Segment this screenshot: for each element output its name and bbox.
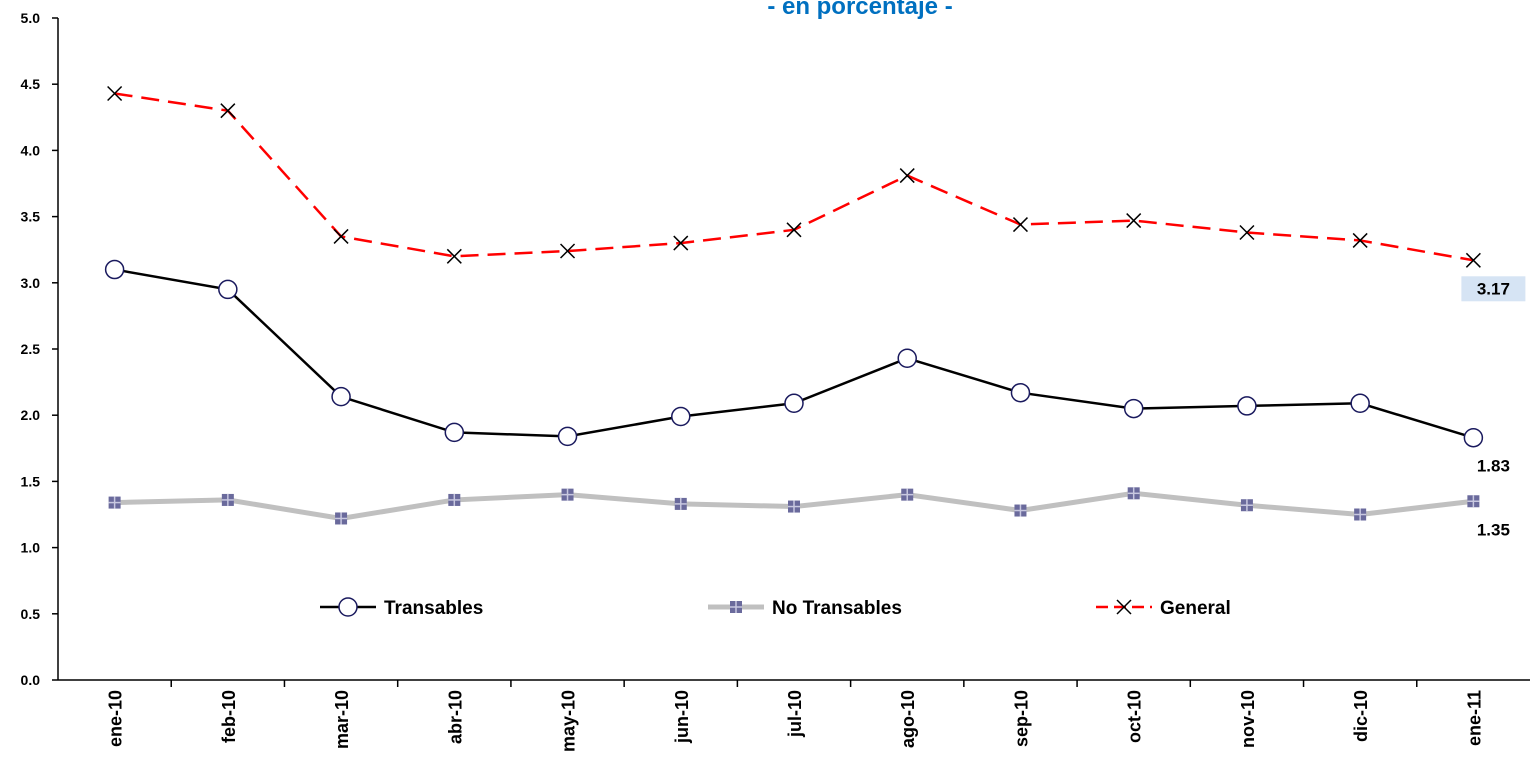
point-marker [335,512,348,525]
point-marker [671,406,691,427]
x-tick-label: may-10 [559,690,579,752]
point-marker [901,488,914,501]
point-marker [1240,499,1253,512]
point-marker [107,85,123,101]
point-marker [899,168,915,184]
point-marker [1127,487,1140,500]
point-marker [221,493,234,506]
data-label: 3.17 [1477,279,1510,298]
point-marker [1012,217,1028,233]
point-marker [561,488,574,501]
point-marker [1354,508,1367,521]
point-marker [1126,213,1142,229]
y-tick-label: 2.5 [21,341,41,357]
point-marker [1463,427,1484,448]
point-marker [673,235,689,251]
point-marker [108,496,121,509]
x-tick-label: jun-10 [672,690,692,744]
point-marker [1116,599,1132,615]
point-marker [897,348,917,369]
point-marker [560,243,576,259]
point-marker [557,426,578,447]
point-marker [220,103,236,119]
legend-label: Transables [384,598,483,619]
point-marker [444,422,465,443]
data-label-box [1461,276,1526,302]
x-tick-label: feb-10 [219,690,239,743]
point-marker [788,500,800,513]
point-marker [218,279,238,300]
point-marker [1014,504,1027,517]
y-tick-label: 1.0 [21,540,41,556]
x-tick-label: ene-11 [1464,690,1484,746]
point-marker [338,597,358,617]
point-marker [448,493,461,506]
point-marker [674,497,687,510]
y-tick-label: 3.5 [21,209,41,225]
y-tick-label: 1.5 [21,473,41,489]
x-tick-label: ago-10 [898,690,918,748]
x-tick-label: oct-10 [1125,690,1145,743]
point-marker [784,393,804,414]
x-tick-label: nov-10 [1238,690,1258,748]
point-marker [446,248,462,264]
legend-label: General [1160,598,1231,619]
point-marker [1350,393,1370,414]
point-marker [1467,495,1480,508]
point-marker [1465,252,1481,268]
point-marker [333,228,349,244]
point-marker [1010,382,1031,403]
x-tick-label: dic-10 [1351,690,1371,742]
y-tick-label: 0.0 [21,672,41,688]
x-tick-label: ene-10 [106,690,126,747]
series-line [114,92,1474,262]
x-tick-label: mar-10 [332,690,352,749]
point-marker [1352,232,1368,248]
data-label: 1.83 [1477,457,1510,476]
y-tick-label: 4.0 [21,142,41,158]
x-tick-label: sep-10 [1011,690,1031,747]
x-tick-label: jul-10 [785,690,805,738]
point-marker [730,601,742,613]
point-marker [331,386,351,407]
chart-title: - en porcentaje - [767,0,952,20]
y-tick-label: 3.0 [21,275,41,291]
point-marker [1237,396,1257,416]
y-tick-label: 5.0 [21,10,41,26]
point-marker [786,222,802,238]
point-marker [1239,224,1255,241]
point-marker [104,259,125,280]
legend-label: No Transables [772,598,902,619]
data-label: 1.35 [1477,520,1510,539]
x-tick-label: abr-10 [445,690,465,744]
y-tick-label: 4.5 [21,76,41,92]
y-tick-label: 2.0 [21,407,41,423]
point-marker [1123,398,1144,419]
y-tick-label: 0.5 [21,606,41,622]
